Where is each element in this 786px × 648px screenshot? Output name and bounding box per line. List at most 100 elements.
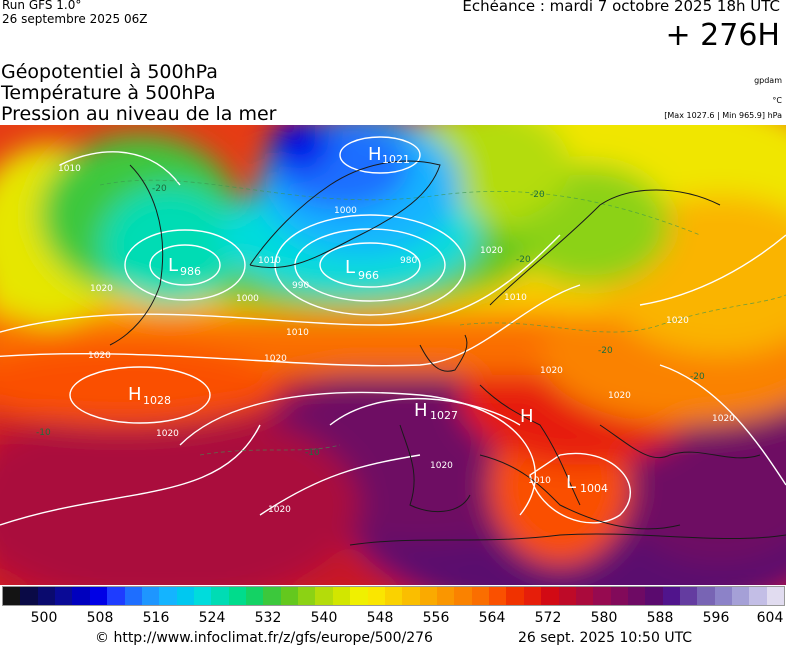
colorbar-label: 516 [142, 610, 170, 626]
isobar-label: 1020 [156, 429, 179, 439]
low-pressure-label: L [168, 255, 178, 276]
colorbar-swatch [627, 587, 646, 605]
weather-map: H 1021 L 966 L 986 H 1028 H 1027 H L 100… [0, 125, 786, 585]
colorbar-swatch [714, 587, 733, 605]
colorbar-label: 556 [422, 610, 450, 626]
generated-timestamp: 26 sept. 2025 10:50 UTC [518, 630, 693, 646]
colorbar [2, 586, 785, 606]
run-date: 26 septembre 2025 06Z [2, 12, 148, 26]
low-pressure-value: 1004 [580, 482, 608, 495]
colorbar-swatch [263, 587, 281, 605]
colorbar-swatch [454, 587, 472, 605]
isotherm-label: -10 [305, 448, 320, 458]
colorbar-swatch [489, 587, 507, 605]
colorbar-swatch [402, 587, 420, 605]
isotherm-label: -10 [36, 428, 51, 438]
isobar-label: 980 [400, 256, 417, 266]
colorbar-label: 604 [756, 610, 784, 626]
isotherm-label: -20 [530, 190, 545, 200]
isobar-label: 1020 [264, 354, 287, 364]
colorbar-swatch [419, 587, 437, 605]
colorbar-swatch [523, 587, 542, 605]
isotherm-label: -20 [598, 346, 613, 356]
colorbar-swatch [541, 587, 559, 605]
unit-temperature: °C [772, 96, 782, 105]
high-pressure-value: 1028 [143, 394, 171, 407]
isotherm-label: -20 [516, 255, 531, 265]
colorbar-swatch [246, 587, 264, 605]
isotherm-labels: -20 -20 -10 -20 -20 -10 -20 [36, 184, 705, 458]
colorbar-swatch [610, 587, 628, 605]
isobar-label: 990 [292, 281, 309, 291]
isobar-label: 1020 [540, 366, 563, 376]
pressure-range: [Max 1027.6 | Min 965.9] hPa [664, 111, 782, 120]
colorbar-swatch [141, 587, 160, 605]
colorbar-label: 548 [366, 610, 394, 626]
colorbar-swatch [298, 587, 316, 605]
isobar-label: 1010 [258, 256, 281, 266]
colorbar-swatch [228, 587, 247, 605]
colorbar-swatch [193, 587, 212, 605]
isobar-label: 1020 [88, 351, 111, 361]
colorbar-labels: 500 508 516 524 532 540 548 556 564 572 … [0, 610, 786, 628]
forecast-offset: + 276H [665, 18, 781, 53]
colorbar-swatch [20, 587, 38, 605]
colorbar-label: 540 [310, 610, 338, 626]
high-pressure-label: H [368, 144, 382, 165]
isotherm-label: -20 [690, 372, 705, 382]
isobar-label: 1020 [480, 246, 503, 256]
colorbar-swatch [575, 587, 594, 605]
colorbar-swatch [680, 587, 698, 605]
isobar-label: 1020 [712, 414, 735, 424]
forecast-time: Echéance : mardi 7 octobre 2025 18h UTC [462, 0, 780, 15]
colorbar-swatch [37, 587, 56, 605]
colorbar-swatch [732, 587, 750, 605]
isobar-labels: 1010 1020 1000 1000 990 980 1010 1020 10… [58, 164, 735, 515]
high-pressure-value: 1027 [430, 409, 458, 422]
colorbar-label: 564 [478, 610, 506, 626]
isobar-label: 1000 [334, 206, 357, 216]
low-pressure-label: L [566, 472, 576, 493]
colorbar-swatch [107, 587, 125, 605]
coastlines [109, 160, 786, 546]
high-pressure-value: 1021 [382, 153, 410, 166]
title-geopotential: Géopotentiel à 500hPa [1, 61, 218, 83]
low-pressure-value: 986 [180, 265, 201, 278]
low-pressure-value: 966 [358, 269, 379, 282]
isobars [0, 136, 786, 526]
colorbar-swatch [506, 587, 524, 605]
isobar-label: 1020 [430, 461, 453, 471]
colorbar-swatch [280, 587, 299, 605]
run-label: Run GFS 1.0° [2, 0, 82, 12]
isobar-label: 1020 [90, 284, 113, 294]
high-pressure-label: H [414, 400, 428, 421]
isobar-label: 1010 [58, 164, 81, 174]
colorbar-swatch [72, 587, 90, 605]
colorbar-swatch [384, 587, 403, 605]
unit-geopotential: gpdam [754, 76, 782, 85]
colorbar-swatch [558, 587, 576, 605]
colorbar-swatch [350, 587, 368, 605]
colorbar-swatch [436, 587, 455, 605]
low-pressure-label: L [345, 257, 355, 278]
title-pressure: Pression au niveau de la mer [1, 103, 277, 125]
pressure-centers: H 1021 L 966 L 986 H 1028 H 1027 H L 100… [128, 144, 608, 495]
colorbar-label: 588 [646, 610, 674, 626]
colorbar-label: 508 [86, 610, 114, 626]
colorbar-label: 596 [702, 610, 730, 626]
isobar-label: 1010 [286, 328, 309, 338]
title-temperature: Température à 500hPa [1, 82, 216, 104]
colorbar-swatch [211, 587, 229, 605]
colorbar-swatch [89, 587, 108, 605]
high-pressure-label: H [520, 406, 534, 427]
colorbar-swatch [645, 587, 663, 605]
isobar-label: 1020 [666, 316, 689, 326]
copyright-link[interactable]: © http://www.infoclimat.fr/z/gfs/europe/… [95, 630, 433, 646]
colorbar-label: 572 [534, 610, 562, 626]
colorbar-swatch [332, 587, 351, 605]
colorbar-swatch [766, 587, 785, 605]
colorbar-swatch [749, 587, 767, 605]
colorbar-swatch [176, 587, 194, 605]
isobar-label: 1020 [268, 505, 291, 515]
isobar-label: 1010 [528, 476, 551, 486]
